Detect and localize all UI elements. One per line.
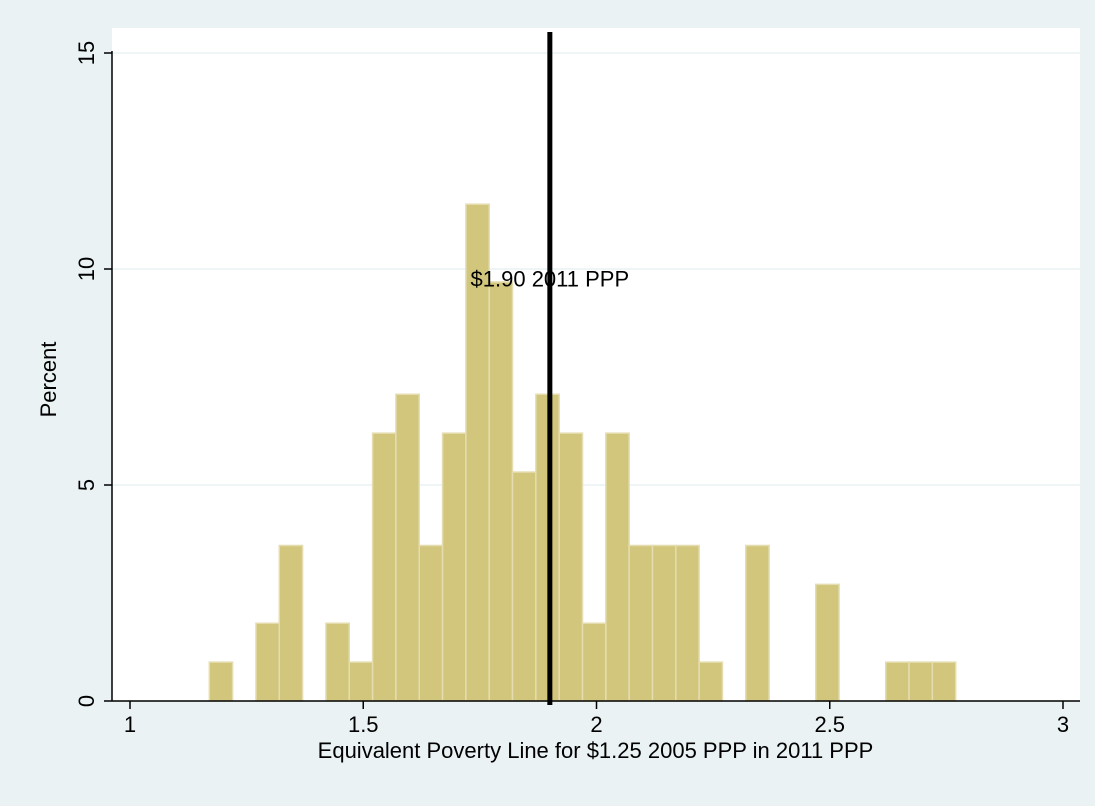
histogram-bar: [651, 544, 677, 702]
histogram-bar: [931, 661, 957, 702]
x-tick-label: 1.5: [348, 712, 379, 737]
y-tick-label: 5: [74, 479, 99, 491]
histogram-bar: [605, 432, 630, 702]
x-tick-label: 2.5: [814, 712, 845, 737]
histogram-bar: [628, 544, 654, 702]
reference-line-label: $1.90 2011 PPP: [471, 266, 630, 291]
x-axis-label: Equivalent Poverty Line for $1.25 2005 P…: [318, 738, 874, 763]
histogram-bar: [675, 544, 700, 702]
gridlines: [112, 52, 1080, 486]
histogram-bar: [255, 622, 281, 702]
y-axis-ticks: 0 5 10 15: [74, 41, 112, 707]
histogram-bar: [908, 661, 934, 702]
y-tick-label: 15: [74, 41, 99, 65]
histogram-bar: [371, 432, 397, 702]
histogram-bar: [745, 544, 770, 702]
y-axis-label: Percent: [36, 342, 61, 418]
histogram-bar: [278, 544, 304, 702]
histogram-bar: [208, 661, 234, 702]
histogram-bar: [418, 544, 444, 702]
y-tick-label: 0: [74, 695, 99, 707]
histogram-bar: [488, 281, 514, 702]
x-tick-label: 1: [124, 712, 136, 737]
histogram-bar: [441, 432, 467, 702]
x-tick-label: 2: [590, 712, 602, 737]
x-axis-ticks: 1 1.5 2 2.5 3: [124, 701, 1069, 737]
histogram-bar: [698, 661, 724, 702]
histogram-bar: [348, 661, 374, 702]
histogram-bar: [581, 622, 607, 702]
histogram-bar: [884, 661, 910, 702]
histogram-bar: [395, 393, 420, 702]
y-tick-label: 10: [74, 257, 99, 281]
histogram-bar: [815, 583, 840, 702]
x-tick-label: 3: [1057, 712, 1069, 737]
histogram-bars: [208, 203, 957, 702]
plot-area: [112, 28, 1080, 701]
histogram-bar: [325, 622, 351, 702]
histogram-bar: [511, 471, 537, 702]
histogram-bar: [558, 432, 584, 702]
